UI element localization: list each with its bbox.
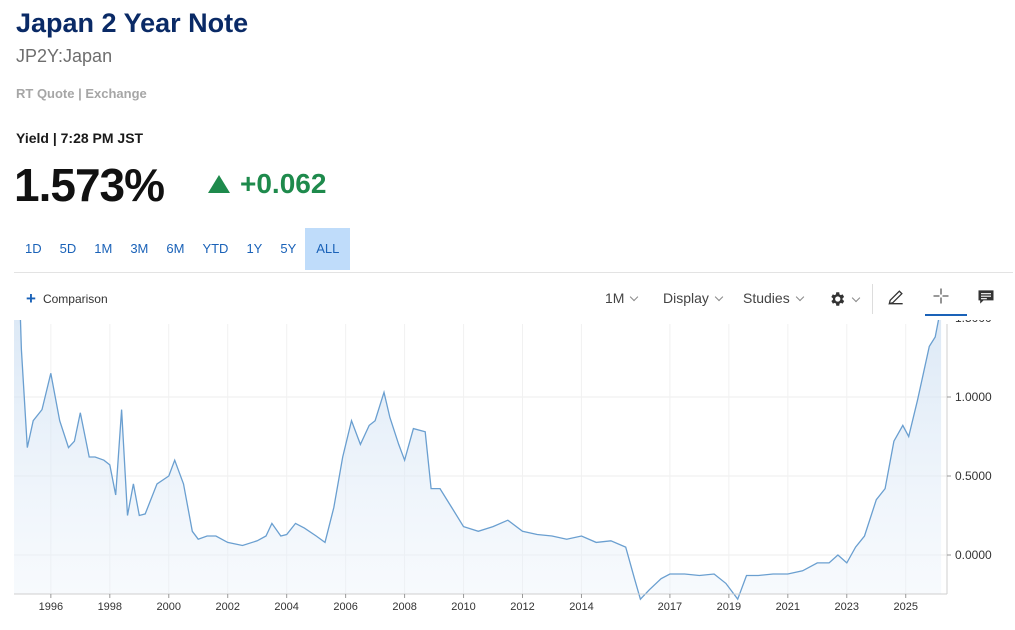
quote-source: RT Quote | Exchange — [16, 86, 147, 101]
chevron-down-icon — [851, 293, 861, 302]
x-tick-label: 2010 — [451, 601, 475, 613]
studies-dropdown[interactable]: Studies — [743, 290, 804, 306]
y-tick-label: 0.5000 — [955, 469, 992, 483]
x-tick-label: 2000 — [157, 601, 181, 613]
series-area — [14, 320, 942, 600]
x-tick-label: 1998 — [98, 601, 122, 613]
ticker-symbol: JP2Y:Japan — [16, 46, 113, 66]
display-label: Display — [663, 290, 709, 306]
settings-dropdown[interactable] — [828, 290, 861, 308]
up-arrow-icon — [208, 175, 230, 193]
x-tick-label: 2017 — [658, 601, 682, 613]
page-title: Japan 2 Year Note — [16, 8, 249, 38]
annotation-button[interactable] — [976, 287, 996, 307]
y-tick-label: 1.5000 — [955, 320, 992, 325]
yield-chart[interactable]: 2.50002.00001.50001.00000.50000.00001996… — [0, 320, 1015, 630]
x-tick-label: 2006 — [333, 601, 357, 613]
crosshair-icon — [933, 288, 949, 304]
display-dropdown[interactable]: Display — [663, 290, 724, 306]
change-value: +0.062 — [240, 168, 327, 199]
interval-dropdown[interactable]: 1M — [605, 290, 639, 306]
range-3m[interactable]: 3M — [130, 241, 149, 256]
x-tick-label: 2014 — [569, 601, 593, 613]
crosshair-button[interactable] — [932, 287, 950, 305]
plus-icon: + — [26, 289, 36, 308]
chevron-down-icon — [630, 292, 639, 301]
x-tick-label: 2023 — [835, 601, 859, 613]
divider — [14, 272, 1013, 273]
x-tick-label: 2008 — [392, 601, 416, 613]
range-ytd[interactable]: YTD — [202, 241, 229, 256]
range-5y[interactable]: 5Y — [280, 241, 297, 256]
x-tick-label: 1996 — [39, 601, 63, 613]
comparison-button[interactable]: + Comparison — [26, 289, 108, 308]
x-tick-label: 2019 — [717, 601, 741, 613]
current-yield: 1.573% — [14, 159, 165, 211]
range-selector: 1D 5D 1M 3M 6M YTD 1Y 5Y ALL — [16, 228, 351, 270]
studies-label: Studies — [743, 290, 790, 306]
interval-label: 1M — [605, 290, 625, 306]
y-tick-label: 1.0000 — [955, 390, 992, 404]
chevron-down-icon — [795, 292, 804, 301]
chevron-down-icon — [714, 292, 724, 301]
x-tick-label: 2004 — [274, 601, 298, 613]
pencil-icon — [888, 290, 903, 305]
range-5d[interactable]: 5D — [59, 241, 77, 256]
series-line — [19, 320, 940, 601]
x-tick-label: 2002 — [215, 601, 239, 613]
toolbar-separator — [872, 284, 873, 314]
draw-tool-button[interactable] — [886, 287, 906, 307]
range-all[interactable]: ALL — [305, 228, 351, 270]
yield-timestamp: Yield | 7:28 PM JST — [16, 130, 144, 146]
x-tick-label: 2025 — [893, 601, 917, 613]
x-tick-label: 2021 — [776, 601, 800, 613]
y-tick-label: 0.0000 — [955, 548, 992, 562]
comparison-label: Comparison — [42, 292, 108, 306]
gear-icon — [831, 292, 845, 306]
range-1y[interactable]: 1Y — [246, 241, 263, 256]
range-1d[interactable]: 1D — [25, 241, 42, 256]
range-1m[interactable]: 1M — [94, 241, 113, 256]
comment-icon — [978, 290, 994, 304]
range-6m[interactable]: 6M — [166, 241, 185, 256]
x-tick-label: 2012 — [510, 601, 534, 613]
crosshair-active-indicator — [925, 314, 967, 316]
change-group: +0.062 — [208, 168, 326, 200]
